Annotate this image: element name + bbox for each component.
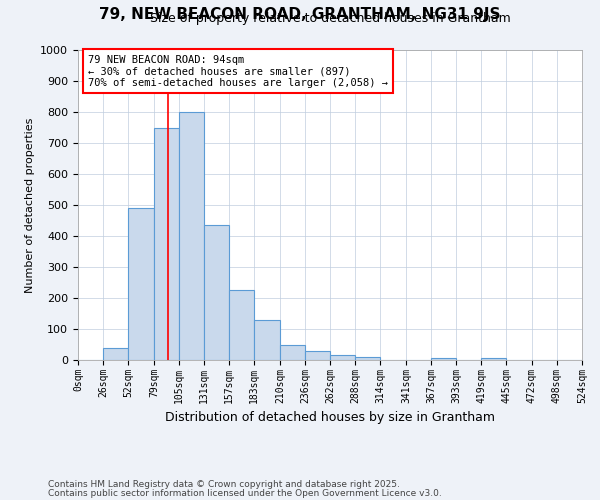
Text: 79 NEW BEACON ROAD: 94sqm
← 30% of detached houses are smaller (897)
70% of semi: 79 NEW BEACON ROAD: 94sqm ← 30% of detac…: [88, 54, 388, 88]
Y-axis label: Number of detached properties: Number of detached properties: [25, 118, 35, 292]
Bar: [355, 357, 380, 360]
Text: 79, NEW BEACON ROAD, GRANTHAM, NG31 9JS: 79, NEW BEACON ROAD, GRANTHAM, NG31 9JS: [99, 8, 501, 22]
Bar: [229, 290, 254, 360]
Title: Size of property relative to detached houses in Grantham: Size of property relative to detached ho…: [149, 12, 511, 25]
Bar: [431, 358, 456, 360]
Bar: [103, 348, 128, 360]
Text: Contains public sector information licensed under the Open Government Licence v3: Contains public sector information licen…: [48, 488, 442, 498]
Bar: [280, 344, 305, 360]
Text: Contains HM Land Registry data © Crown copyright and database right 2025.: Contains HM Land Registry data © Crown c…: [48, 480, 400, 489]
Bar: [330, 356, 355, 360]
Bar: [305, 350, 330, 360]
Bar: [481, 358, 506, 360]
X-axis label: Distribution of detached houses by size in Grantham: Distribution of detached houses by size …: [165, 411, 495, 424]
Bar: [128, 208, 154, 360]
Bar: [154, 128, 179, 360]
Bar: [179, 112, 204, 360]
Bar: [204, 225, 229, 360]
Bar: [254, 320, 280, 360]
